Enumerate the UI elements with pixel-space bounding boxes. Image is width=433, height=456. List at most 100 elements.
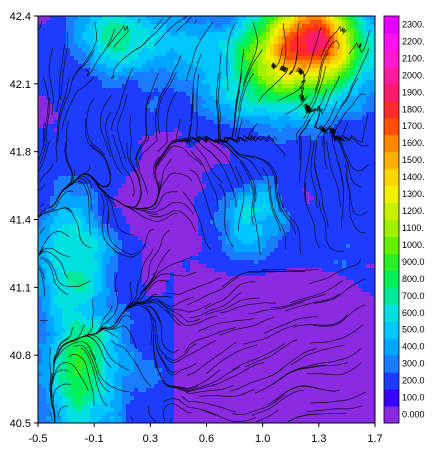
terrain-cell [58,76,63,81]
terrain-cell [282,204,287,209]
terrain-cell [366,56,371,61]
terrain-cell [138,76,143,81]
terrain-cell [38,168,43,173]
terrain-cell [210,148,215,153]
terrain-cell [318,116,323,121]
terrain-cell [166,64,171,69]
terrain-cell [274,168,279,173]
terrain-cell [234,144,239,149]
terrain-cell [130,200,135,205]
terrain-cell [170,52,175,57]
terrain-cell [318,96,323,101]
terrain-cell [282,192,287,197]
terrain-cell [326,72,331,77]
terrain-cell [98,176,103,181]
terrain-cell [150,196,155,201]
terrain-cell [274,160,279,165]
terrain-cell [350,144,355,149]
terrain-cell [58,152,63,157]
terrain-cell [50,100,55,105]
terrain-cell [90,188,95,193]
terrain-cell [326,164,331,169]
terrain-cell [110,68,115,73]
terrain-cell [330,44,335,49]
terrain-cell [250,56,255,61]
terrain-cell [310,200,315,205]
terrain-cell [370,84,375,89]
terrain-cell [338,148,343,153]
terrain-cell [366,244,371,249]
terrain-cell [290,80,295,85]
terrain-cell [370,92,375,97]
terrain-cell [54,36,59,41]
terrain-cell [46,184,51,189]
terrain-cell [242,100,247,105]
terrain-cell [258,192,263,197]
terrain-cell [170,64,175,69]
terrain-cell [190,24,195,29]
terrain-cell [306,60,311,65]
terrain-cell [42,156,47,161]
terrain-cell [246,240,251,245]
terrain-cell [58,132,63,137]
terrain-cell [194,164,199,169]
terrain-cell [58,32,63,37]
terrain-cell [342,200,347,205]
terrain-cell [126,32,131,37]
terrain-cell [94,160,99,165]
terrain-cell [38,176,43,181]
terrain-cell [358,28,363,33]
terrain-cell [302,64,307,69]
terrain-cell [210,108,215,113]
terrain-cell [370,96,375,101]
terrain-cell [290,84,295,89]
terrain-cell [310,156,315,161]
terrain-cell [150,76,155,81]
terrain-cell [298,180,303,185]
terrain-cell [234,20,239,25]
terrain-cell [290,128,295,133]
terrain-cell [350,104,355,109]
terrain-cell [98,200,103,205]
terrain-cell [314,236,319,241]
terrain-cell [194,52,199,57]
terrain-cell [210,124,215,129]
terrain-cell [274,164,279,169]
terrain-cell [202,100,207,105]
terrain-cell [362,56,367,61]
terrain-cell [38,164,43,169]
terrain-cell [94,20,99,25]
terrain-cell [94,232,99,237]
terrain-cell [290,144,295,149]
terrain-cell [294,180,299,185]
terrain-cell [330,36,335,41]
terrain-cell [318,120,323,125]
terrain-cell [290,136,295,141]
terrain-cell [142,76,147,81]
terrain-cell [238,200,243,205]
terrain-cell [150,68,155,73]
terrain-cell [254,40,259,45]
terrain-cell [82,200,87,205]
terrain-cell [74,24,79,29]
terrain-cell [62,16,67,21]
terrain-cell [230,216,235,221]
terrain-cell [166,112,171,117]
terrain-cell [142,120,147,125]
terrain-cell [182,80,187,85]
terrain-cell [226,140,231,145]
terrain-cell [126,24,131,29]
terrain-cell [74,208,79,213]
terrain-cell [86,192,91,197]
terrain-cell [354,160,359,165]
terrain-cell [142,172,147,177]
terrain-cell [338,164,343,169]
terrain-cell [370,136,375,141]
terrain-cell [186,172,191,177]
terrain-cell [194,116,199,121]
terrain-cell [78,168,83,173]
terrain-cell [234,244,239,249]
terrain-cell [62,244,67,249]
terrain-cell [74,164,79,169]
terrain-cell [182,232,187,237]
